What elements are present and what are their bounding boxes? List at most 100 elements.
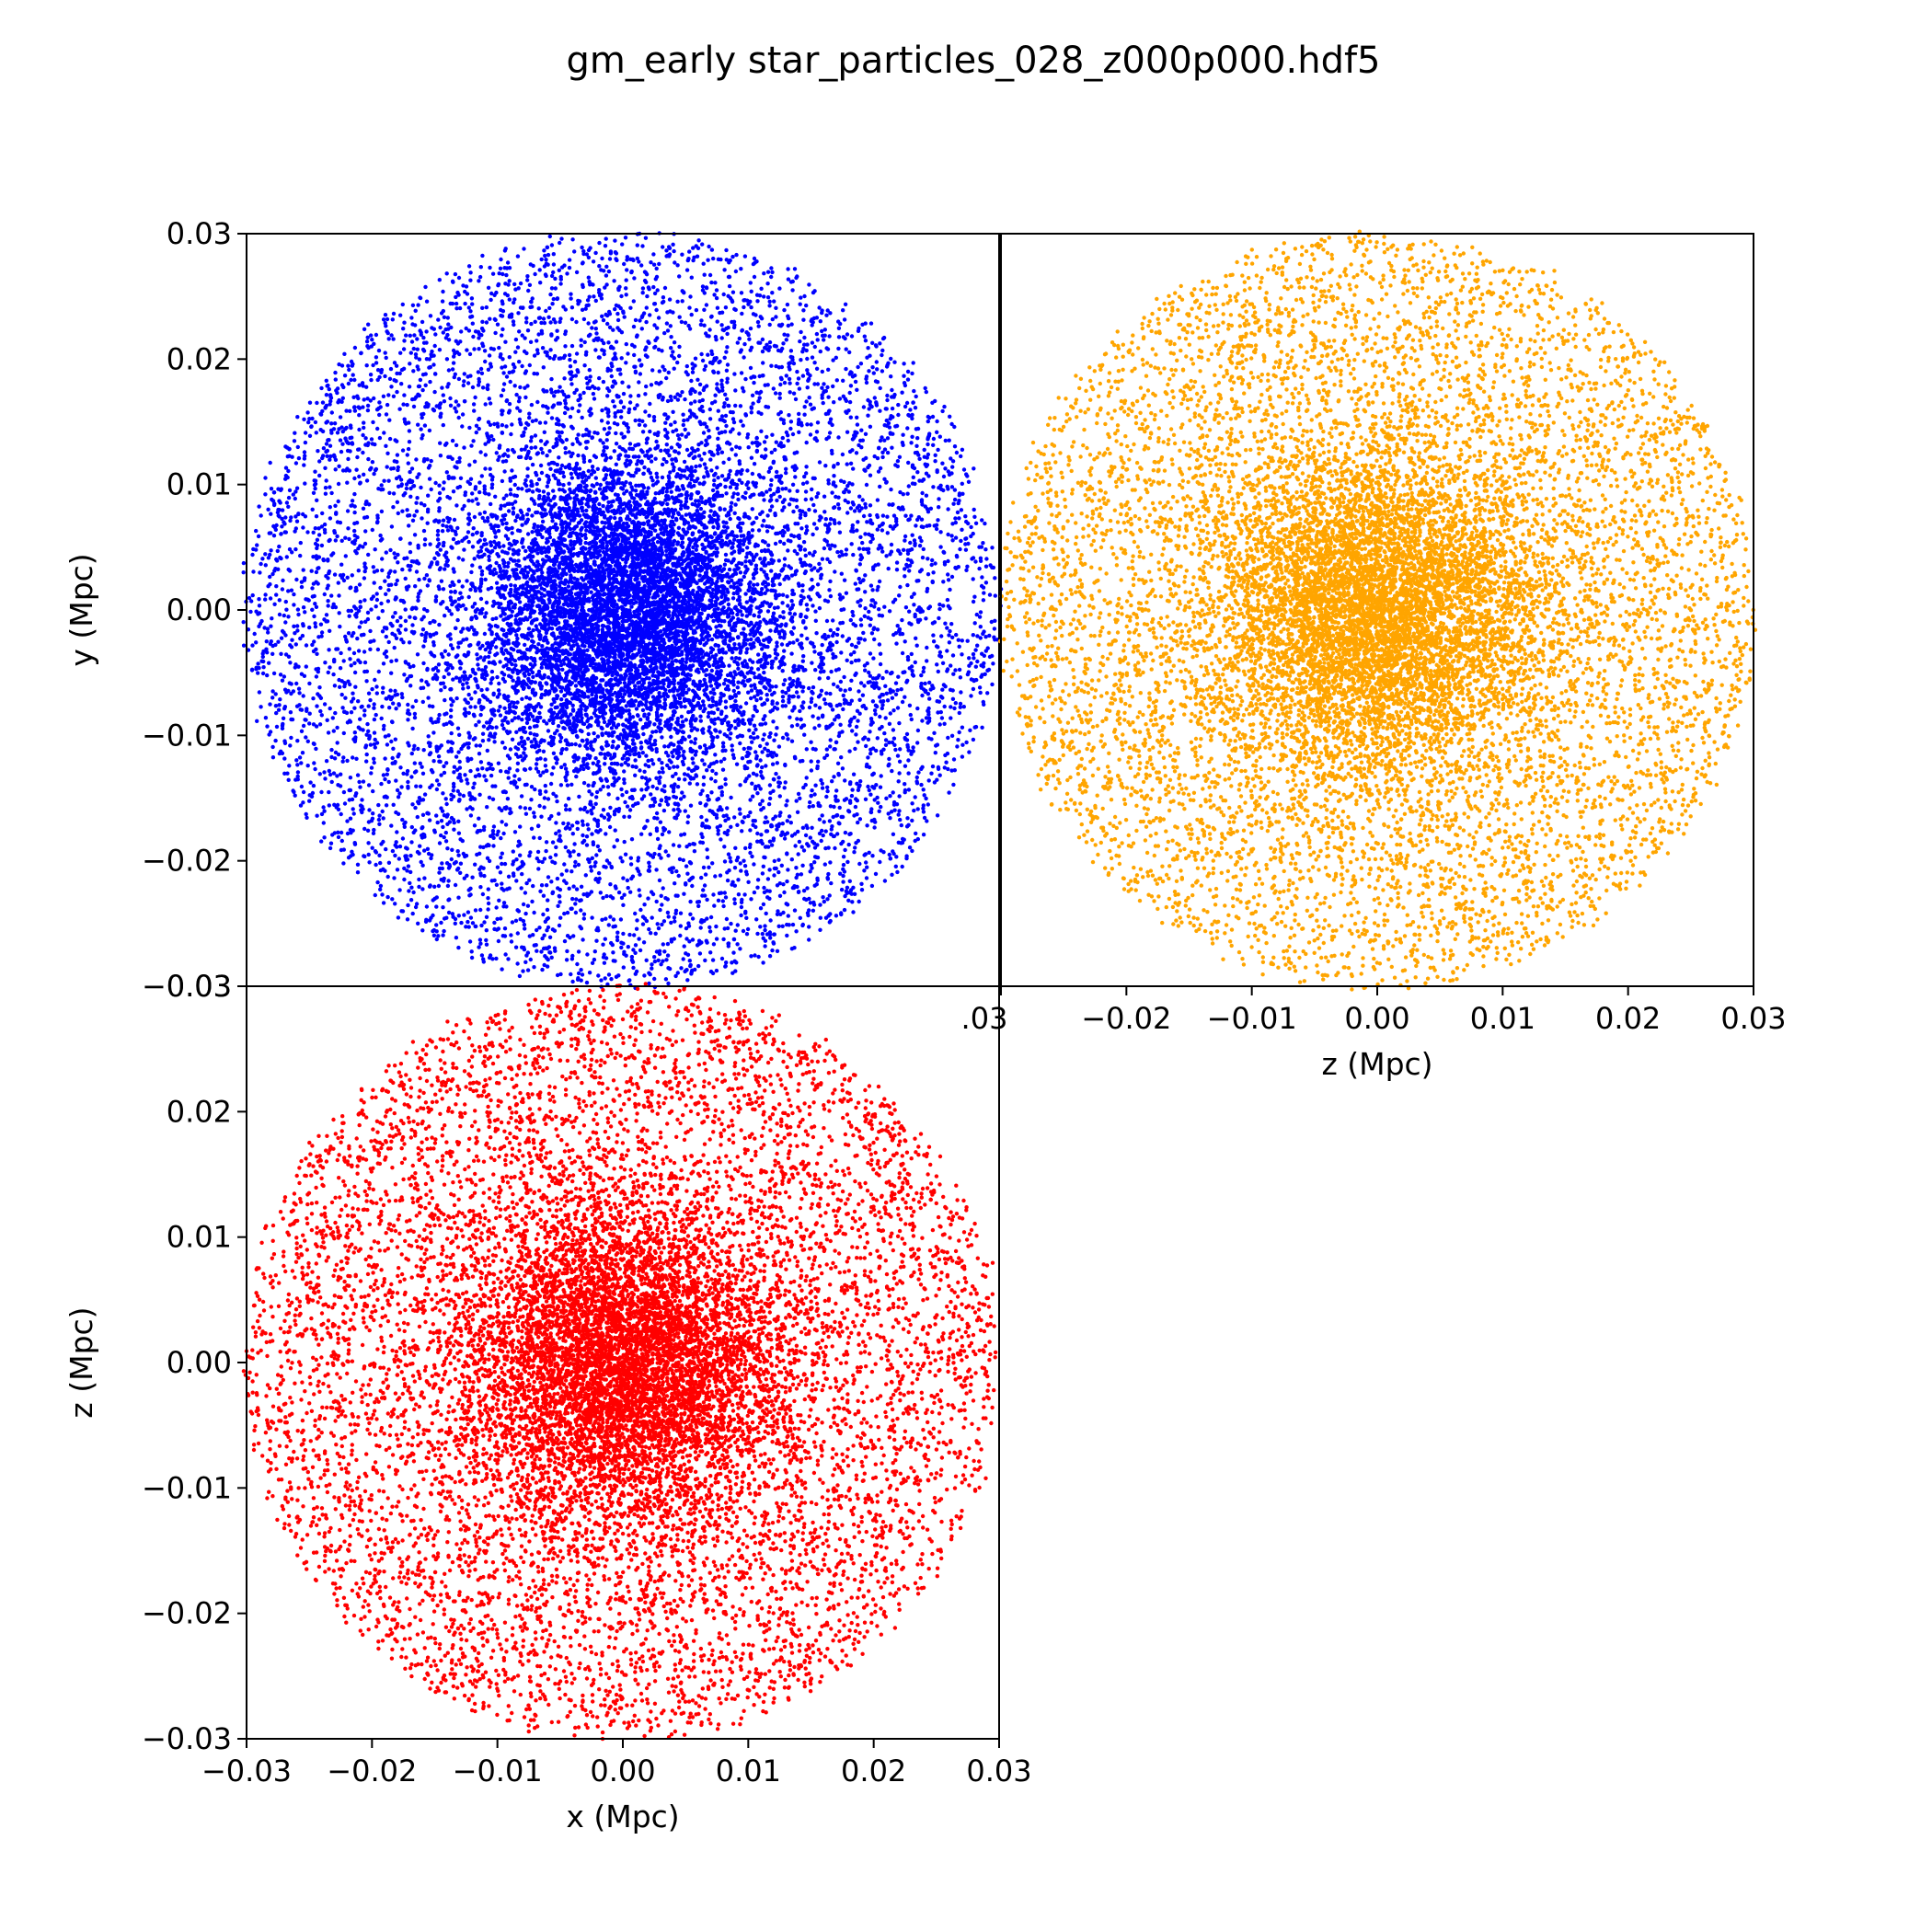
scatter-point xyxy=(741,928,746,934)
scatter-point xyxy=(556,903,560,908)
scatter-point xyxy=(900,864,904,869)
scatter-point xyxy=(958,705,963,709)
scatter-point xyxy=(744,569,749,573)
scatter-point xyxy=(837,521,842,525)
scatter-point xyxy=(840,452,845,457)
scatter-point xyxy=(411,369,416,374)
scatter-point xyxy=(769,274,774,280)
scatter-point xyxy=(328,841,334,845)
scatter-point xyxy=(652,739,658,743)
scatter-point xyxy=(521,969,525,973)
scatter-point xyxy=(295,739,300,743)
scatter-point xyxy=(940,687,945,692)
scatter-point xyxy=(611,917,616,922)
scatter-point xyxy=(618,372,623,376)
scatter-point xyxy=(440,529,445,534)
scatter-point xyxy=(798,796,802,800)
scatter-point xyxy=(539,949,544,954)
scatter-point xyxy=(949,716,953,720)
scatter-point xyxy=(755,299,760,304)
scatter-point xyxy=(502,266,507,270)
scatter-point xyxy=(905,491,910,496)
scatter-point xyxy=(760,337,765,342)
scatter-point xyxy=(472,459,477,464)
scatter-point xyxy=(546,875,551,880)
scatter-point xyxy=(391,337,396,341)
scatter-point xyxy=(878,785,883,789)
scatter-point xyxy=(930,684,935,688)
scatter-point xyxy=(485,767,489,772)
scatter-point xyxy=(855,387,859,392)
scatter-point xyxy=(649,931,653,936)
scatter-point xyxy=(700,834,705,840)
scatter-point xyxy=(295,415,300,420)
scatter-point xyxy=(772,738,776,742)
scatter-point xyxy=(794,929,799,934)
scatter-point xyxy=(445,316,450,320)
scatter-point xyxy=(500,671,504,675)
scatter-point xyxy=(553,353,558,359)
scatter-point xyxy=(567,886,571,891)
scatter-point xyxy=(528,730,533,736)
scatter-point xyxy=(589,590,593,594)
scatter-point xyxy=(695,782,700,787)
scatter-point xyxy=(857,637,861,641)
scatter-point xyxy=(903,764,908,768)
scatter-point xyxy=(521,545,525,549)
scatter-point xyxy=(646,758,650,764)
scatter-point xyxy=(737,656,742,661)
scatter-point xyxy=(461,793,466,799)
scatter-point xyxy=(487,558,491,562)
scatter-point xyxy=(536,477,542,482)
scatter-point xyxy=(507,355,512,360)
scatter-point xyxy=(516,311,521,316)
scatter-point xyxy=(781,882,786,887)
scatter-point xyxy=(914,523,918,528)
scatter-point xyxy=(952,444,958,449)
scatter-point xyxy=(472,823,477,828)
scatter-point xyxy=(809,740,813,744)
scatter-point xyxy=(968,728,972,732)
scatter-point xyxy=(754,917,759,922)
scatter-point xyxy=(680,252,684,257)
scatter-point xyxy=(623,799,627,805)
scatter-point xyxy=(662,744,667,749)
scatter-point xyxy=(863,668,868,673)
scatter-point xyxy=(264,639,269,644)
scatter-point xyxy=(551,444,556,450)
scatter-point xyxy=(502,926,508,931)
scatter-point xyxy=(422,792,428,797)
scatter-point xyxy=(368,628,373,634)
scatter-point xyxy=(508,492,513,497)
scatter-point xyxy=(810,661,814,665)
scatter-point xyxy=(261,665,266,670)
scatter-point xyxy=(313,766,317,772)
scatter-point xyxy=(329,747,334,753)
scatter-point xyxy=(439,688,443,693)
scatter-point xyxy=(465,777,469,782)
scatter-point xyxy=(781,610,786,615)
scatter-point xyxy=(733,726,738,730)
scatter-point xyxy=(525,532,531,536)
scatter-point xyxy=(336,400,340,405)
scatter-point xyxy=(468,309,473,314)
scatter-point xyxy=(723,430,728,434)
scatter-point xyxy=(891,736,897,741)
scatter-point xyxy=(949,574,955,580)
scatter-point xyxy=(742,858,746,863)
scatter-point xyxy=(779,863,784,868)
scatter-point xyxy=(376,615,381,620)
scatter-point xyxy=(762,518,766,523)
scatter-point xyxy=(982,591,986,595)
scatter-point xyxy=(699,457,704,462)
scatter-point xyxy=(732,372,737,376)
scatter-point xyxy=(601,784,605,789)
scatter-point xyxy=(712,903,717,908)
scatter-point xyxy=(688,294,693,299)
scatter-point xyxy=(853,581,857,586)
scatter-point xyxy=(639,832,644,836)
scatter-point xyxy=(825,785,830,789)
scatter-point xyxy=(406,718,410,722)
scatter-point xyxy=(723,484,728,489)
scatter-point xyxy=(530,530,535,535)
